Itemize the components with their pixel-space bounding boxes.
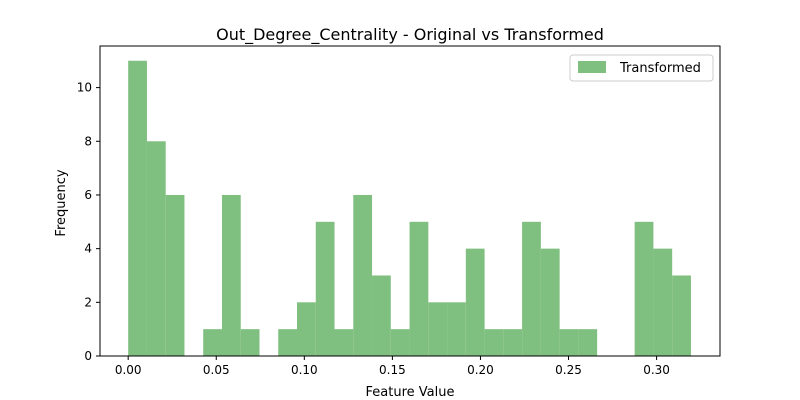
histogram-bar	[672, 275, 691, 356]
histogram-bar	[484, 329, 504, 356]
x-axis-ticks: 0.00 0.05 0.10 0.15 0.20 0.25 0.30	[115, 356, 670, 377]
legend: Transformed	[569, 54, 714, 82]
histogram-bar	[390, 329, 410, 356]
x-tick-label: 0.05	[203, 363, 230, 377]
y-tick-label: 0	[84, 349, 92, 363]
histogram-bar	[447, 302, 466, 356]
x-tick-label: 0.25	[555, 363, 582, 377]
histogram-bar	[221, 194, 241, 356]
bars-group	[128, 60, 691, 357]
histogram-bar	[653, 248, 673, 356]
histogram-bar	[409, 221, 429, 356]
y-tick-label: 2	[84, 295, 92, 309]
y-tick-label: 10	[77, 81, 92, 95]
histogram-bar	[240, 329, 260, 356]
histogram-bar	[353, 194, 373, 356]
histogram-bar	[428, 302, 448, 356]
histogram-bar	[559, 329, 579, 356]
histogram-bar	[165, 194, 185, 356]
legend-label: Transformed	[619, 61, 701, 76]
histogram-bar	[128, 60, 147, 357]
histogram-bar	[203, 329, 222, 356]
plot-frame	[99, 45, 721, 357]
histogram-bar	[297, 302, 316, 356]
x-tick-label: 0.00	[115, 363, 142, 377]
histogram-bar	[522, 221, 541, 356]
histogram-bar	[334, 329, 354, 356]
histogram-bar	[372, 275, 391, 356]
x-tick-label: 0.10	[291, 363, 318, 377]
histogram-bar	[465, 248, 485, 356]
histogram-bar	[634, 221, 654, 356]
legend-swatch	[578, 61, 606, 73]
y-tick-label: 8	[84, 134, 92, 148]
histogram-bar	[278, 329, 298, 356]
x-axis-label: Feature Value	[366, 385, 455, 400]
histogram-bar	[503, 329, 523, 356]
histogram-bar	[578, 329, 598, 356]
y-axis-label: Frequency	[54, 169, 69, 236]
histogram-bar	[146, 141, 166, 356]
y-axis-ticks: 0 2 4 6 8 10	[77, 81, 100, 363]
histogram-bar	[315, 221, 335, 356]
x-tick-label: 0.15	[379, 363, 406, 377]
x-tick-label: 0.20	[467, 363, 494, 377]
histogram-bar	[540, 248, 560, 356]
x-tick-label: 0.30	[643, 363, 670, 377]
chart-title: Out_Degree_Centrality - Original vs Tran…	[216, 25, 604, 45]
y-tick-label: 4	[84, 242, 92, 256]
y-tick-label: 6	[84, 188, 92, 202]
